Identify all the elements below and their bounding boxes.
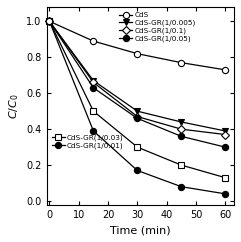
CdS-GR(1/0.1) [136, 115, 139, 118]
Y-axis label: $C/C_0$: $C/C_0$ [7, 93, 21, 119]
CdS-GR(1/0.01) [180, 185, 183, 188]
CdS-GR(1/0.01) [136, 169, 139, 172]
Line: CdS-GR(1/0.01): CdS-GR(1/0.01) [46, 18, 228, 197]
CdS-GR(1/0.01) [224, 192, 227, 195]
CdS-GR(1/0.05) [48, 20, 51, 23]
CdS-GR(1/0.1) [180, 128, 183, 131]
Legend: CdS-GR(1/0.03), CdS-GR(1/0.01): CdS-GR(1/0.03), CdS-GR(1/0.01) [50, 134, 125, 151]
Line: CdS-GR(1/0.03): CdS-GR(1/0.03) [46, 18, 228, 181]
CdS [48, 20, 51, 23]
CdS [136, 52, 139, 55]
CdS [180, 61, 183, 64]
CdS-GR(1/0.03) [224, 176, 227, 179]
X-axis label: Time (min): Time (min) [110, 225, 171, 235]
CdS-GR(1/0.03) [92, 110, 95, 113]
CdS-GR(1/0.05) [180, 135, 183, 138]
CdS [224, 68, 227, 71]
CdS-GR(1/0.05) [92, 86, 95, 89]
CdS-GR(1/0.01) [92, 129, 95, 132]
CdS-GR(1/0.03) [136, 146, 139, 149]
CdS-GR(1/0.05) [224, 146, 227, 149]
CdS-GR(1/0.005) [48, 20, 51, 23]
CdS-GR(1/0.005) [92, 79, 95, 82]
Line: CdS-GR(1/0.05): CdS-GR(1/0.05) [46, 18, 228, 150]
CdS-GR(1/0.03) [180, 164, 183, 166]
CdS-GR(1/0.005) [224, 129, 227, 132]
Line: CdS-GR(1/0.1): CdS-GR(1/0.1) [46, 18, 228, 138]
CdS-GR(1/0.03) [48, 20, 51, 23]
CdS-GR(1/0.005) [136, 110, 139, 113]
CdS-GR(1/0.1) [48, 20, 51, 23]
CdS-GR(1/0.05) [136, 117, 139, 120]
CdS [92, 40, 95, 43]
Line: CdS: CdS [46, 18, 228, 73]
CdS-GR(1/0.1) [224, 133, 227, 136]
CdS-GR(1/0.01) [48, 20, 51, 23]
CdS-GR(1/0.1) [92, 81, 95, 84]
Line: CdS-GR(1/0.005): CdS-GR(1/0.005) [46, 18, 228, 134]
CdS-GR(1/0.005) [180, 121, 183, 123]
